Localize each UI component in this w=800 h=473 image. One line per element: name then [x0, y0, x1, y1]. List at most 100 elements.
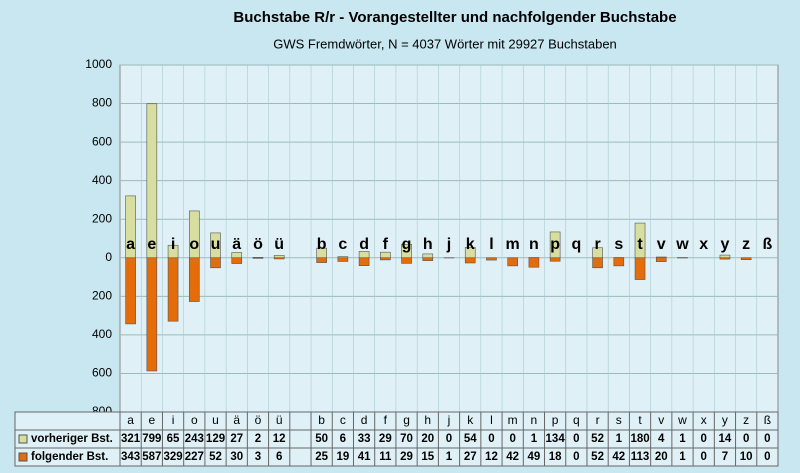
bar — [337, 257, 349, 262]
bar — [210, 257, 221, 269]
bar — [655, 257, 667, 262]
chart-title: Buchstabe R/r - Vorangestellter und nach… — [233, 9, 676, 26]
legend-swatch — [18, 434, 28, 444]
table-value: 42 — [612, 451, 625, 463]
table-value: 329 — [163, 451, 182, 463]
table-value: 41 — [358, 451, 371, 463]
x-tick-label: l — [490, 413, 493, 427]
x-tick-label: s — [616, 413, 622, 427]
category-label: p — [550, 236, 560, 253]
table-value: 321 — [121, 433, 141, 445]
x-tick-label: c — [340, 413, 346, 427]
x-tick-label: w — [677, 413, 687, 427]
bar — [273, 255, 285, 259]
x-tick-label: g — [403, 413, 410, 427]
x-tick-label: j — [447, 413, 451, 427]
table-value: 10 — [740, 451, 753, 463]
table-value: 65 — [167, 433, 180, 445]
category-label: d — [359, 236, 369, 253]
table-value: 33 — [358, 433, 371, 445]
category-label: l — [489, 236, 493, 253]
table-value: 54 — [464, 433, 477, 445]
category-label: m — [506, 236, 520, 253]
category-label: n — [529, 236, 539, 253]
table-value: 6 — [276, 451, 282, 463]
category-label: r — [594, 236, 600, 253]
table-value: 0 — [488, 433, 494, 445]
table-value: 0 — [446, 433, 452, 445]
legend-label: vorheriger Bst. — [31, 433, 113, 445]
category-label: c — [338, 236, 347, 253]
table-value: 20 — [655, 451, 668, 463]
category-label: e — [147, 236, 156, 253]
bar — [252, 257, 264, 259]
y-tick-label: 200 — [92, 289, 112, 303]
category-label: ä — [232, 236, 241, 253]
bar — [464, 257, 476, 264]
category-label: w — [675, 236, 689, 253]
x-tick-label: x — [701, 413, 707, 427]
table-value: 0 — [573, 433, 579, 445]
y-tick-label: 400 — [92, 327, 112, 341]
plot-area — [119, 64, 779, 413]
bar — [125, 257, 136, 325]
bar — [273, 257, 285, 260]
table-value: 70 — [400, 433, 413, 445]
table-value: 1 — [446, 451, 453, 463]
table-value: 50 — [315, 433, 328, 445]
category-label: h — [423, 236, 433, 253]
table-value: 1 — [679, 433, 686, 445]
x-tick-label: k — [467, 413, 474, 427]
bar — [188, 257, 200, 302]
x-tick-label: e — [148, 413, 155, 427]
table-value: 0 — [743, 433, 749, 445]
table-value: 49 — [528, 451, 541, 463]
bar — [422, 253, 434, 259]
table-value: 30 — [230, 451, 243, 463]
table-value: 29 — [400, 451, 413, 463]
table-value: 0 — [764, 451, 770, 463]
table-value: 15 — [421, 451, 434, 463]
category-label: a — [126, 236, 135, 253]
x-tick-label: n — [531, 413, 538, 427]
x-tick-label: t — [638, 413, 642, 427]
category-label: y — [720, 236, 729, 253]
legend-label: folgender Bst. — [31, 451, 108, 463]
table-value: 14 — [719, 433, 732, 445]
x-tick-label: r — [596, 413, 600, 427]
table-value: 12 — [273, 433, 286, 445]
y-tick-label: 400 — [92, 173, 112, 187]
table-value: 134 — [546, 433, 566, 445]
table-value: 129 — [206, 433, 225, 445]
table-value: 27 — [464, 451, 477, 463]
x-tick-label: q — [573, 413, 580, 427]
bar — [719, 257, 731, 260]
x-tick-label: b — [318, 413, 325, 427]
x-tick-label: u — [212, 413, 219, 427]
x-tick-label: y — [722, 413, 728, 427]
x-tick-label: h — [424, 413, 431, 427]
table-value: 1 — [616, 433, 623, 445]
table-value: 243 — [185, 433, 204, 445]
x-tick-label: d — [361, 413, 368, 427]
x-tick-label: o — [191, 413, 198, 427]
bar — [486, 257, 497, 261]
table-value: 4 — [658, 433, 665, 445]
bar — [422, 257, 434, 261]
table-value: 587 — [142, 451, 161, 463]
table-value: 0 — [764, 433, 770, 445]
x-tick-label: m — [508, 413, 518, 427]
x-tick-label: ß — [764, 413, 771, 427]
category-label: b — [317, 236, 327, 253]
table-value: 27 — [230, 433, 243, 445]
y-tick-label: 200 — [92, 211, 112, 225]
table-value: 52 — [591, 451, 604, 463]
legend-swatch — [18, 452, 28, 462]
category-label: o — [189, 236, 199, 253]
bar — [231, 257, 243, 264]
table-value: 12 — [485, 451, 498, 463]
table-value: 6 — [340, 433, 346, 445]
category-label: j — [446, 236, 451, 253]
bar — [380, 257, 391, 261]
